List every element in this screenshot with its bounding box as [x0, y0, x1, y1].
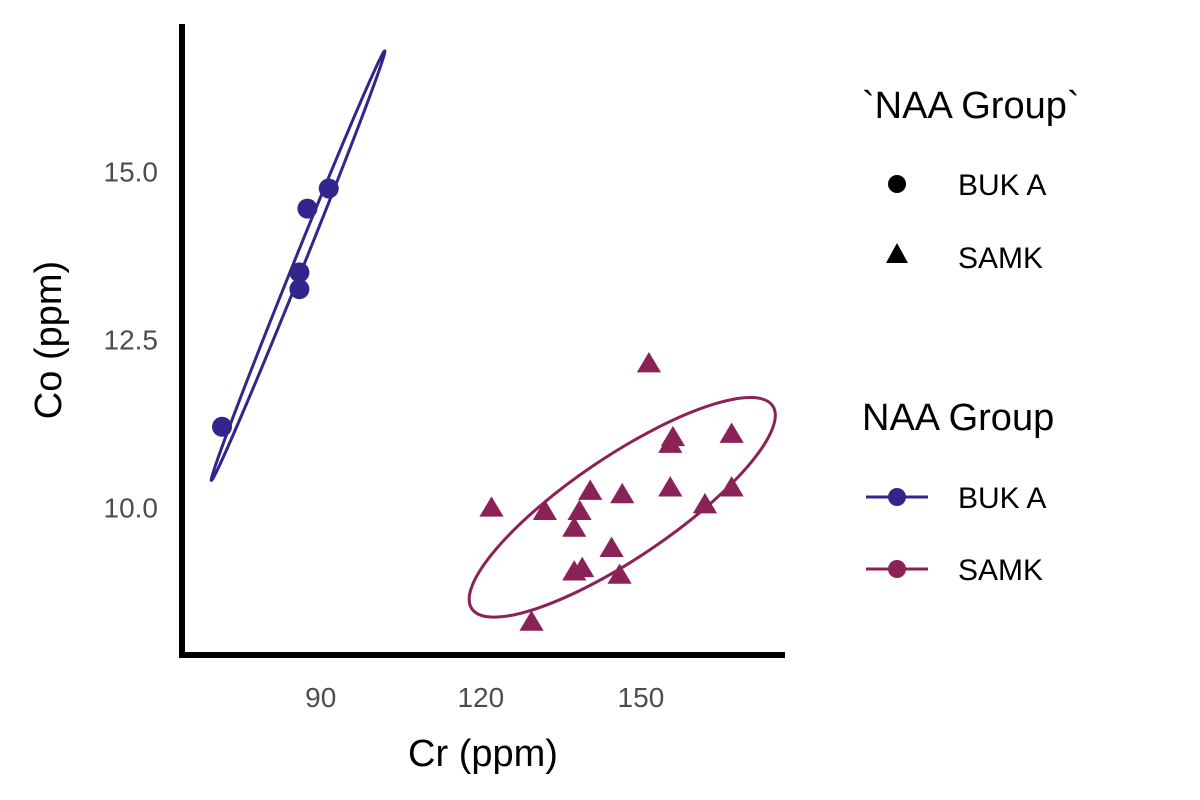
x-axis-title: Cr (ppm)	[408, 733, 558, 775]
point-samk	[719, 422, 744, 443]
point-buk-a	[212, 416, 233, 437]
point-buk-a	[289, 262, 310, 283]
point-samk	[479, 496, 504, 517]
point-samk	[519, 610, 544, 631]
legend-color-label-samk: SAMK	[958, 554, 1043, 587]
legend-color: NAA Group BUK A SAMK	[862, 397, 1054, 587]
legend-color-label-buk-a: BUK A	[958, 482, 1046, 515]
y-axis-title: Co (ppm)	[28, 261, 70, 419]
ellipse-samk	[467, 396, 777, 619]
point-buk-a	[289, 279, 310, 300]
x-tick-label: 90	[305, 682, 336, 713]
legend-triangle-marker	[886, 243, 908, 263]
point-samk	[692, 492, 718, 514]
point-buk-a	[318, 178, 339, 199]
point-samk	[570, 556, 595, 578]
x-tick-label: 120	[457, 682, 504, 713]
legend-shape: `NAA Group` BUK A SAMK	[862, 85, 1080, 275]
point-buk-a	[297, 198, 318, 219]
point-samk	[562, 516, 587, 537]
legend-dot-samk	[888, 560, 906, 578]
axes	[179, 24, 785, 658]
plot-area	[209, 49, 777, 631]
y-tick-label: 12.5	[104, 325, 159, 356]
point-samk	[607, 563, 632, 584]
point-samk	[567, 499, 592, 521]
point-samk	[578, 479, 603, 500]
y-tick-label: 10.0	[104, 492, 159, 523]
legend-dot-buk-a	[888, 488, 906, 506]
legend-shape-label-samk: SAMK	[958, 242, 1043, 275]
point-samk	[636, 351, 662, 373]
point-samk	[719, 476, 744, 497]
legend-circle-marker	[888, 175, 906, 193]
x-tick-label: 150	[618, 682, 665, 713]
point-samk	[610, 482, 635, 504]
legend-shape-title: `NAA Group`	[862, 85, 1080, 127]
point-samk	[532, 499, 557, 521]
legend-color-title: NAA Group	[862, 397, 1054, 439]
point-samk	[660, 425, 686, 447]
legend-shape-label-buk-a: BUK A	[958, 169, 1046, 202]
point-samk	[658, 476, 683, 497]
y-tick-label: 15.0	[104, 157, 159, 188]
point-samk	[599, 536, 624, 557]
tick-labels: 90 120 150 10.0 12.5 15.0	[104, 157, 665, 713]
